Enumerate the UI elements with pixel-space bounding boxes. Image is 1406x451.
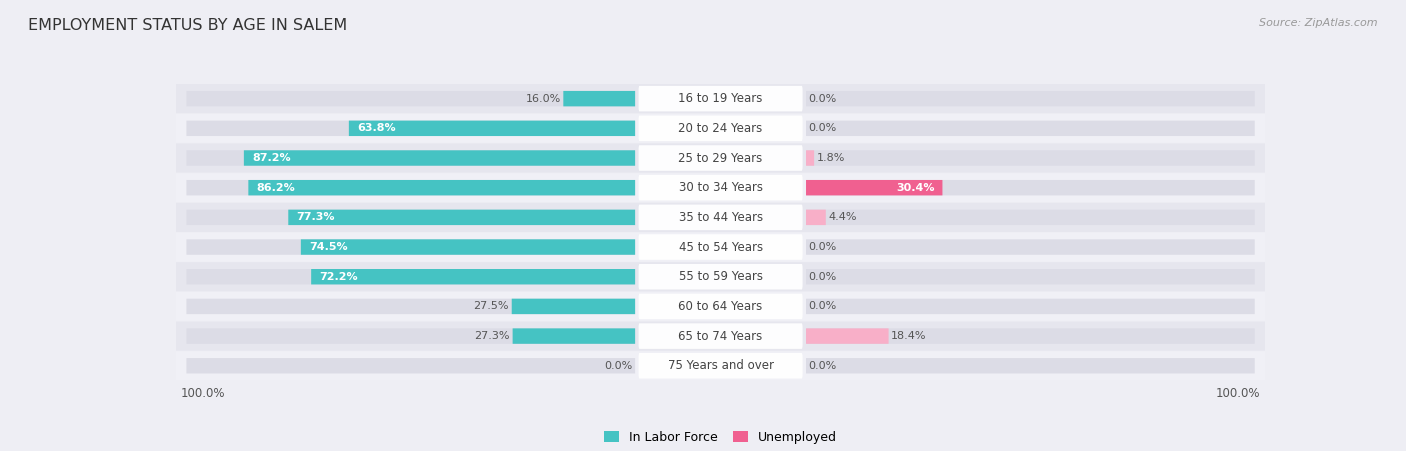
Text: 25 to 29 Years: 25 to 29 Years	[679, 152, 762, 165]
FancyBboxPatch shape	[176, 292, 1265, 321]
FancyBboxPatch shape	[806, 180, 942, 195]
FancyBboxPatch shape	[806, 328, 1254, 344]
FancyBboxPatch shape	[806, 210, 1254, 225]
Text: 65 to 74 Years: 65 to 74 Years	[679, 330, 762, 343]
FancyBboxPatch shape	[187, 120, 636, 136]
FancyBboxPatch shape	[638, 145, 803, 171]
FancyBboxPatch shape	[187, 91, 636, 106]
Text: 0.0%: 0.0%	[808, 94, 837, 104]
FancyBboxPatch shape	[176, 233, 1265, 262]
Text: 27.5%: 27.5%	[474, 301, 509, 311]
FancyBboxPatch shape	[806, 180, 1254, 195]
FancyBboxPatch shape	[806, 150, 1254, 166]
Text: 55 to 59 Years: 55 to 59 Years	[679, 270, 762, 283]
Text: 0.0%: 0.0%	[808, 361, 837, 371]
FancyBboxPatch shape	[513, 328, 636, 344]
FancyBboxPatch shape	[243, 150, 636, 166]
Text: 0.0%: 0.0%	[808, 242, 837, 252]
Text: 86.2%: 86.2%	[256, 183, 295, 193]
FancyBboxPatch shape	[638, 175, 803, 200]
FancyBboxPatch shape	[638, 86, 803, 111]
FancyBboxPatch shape	[187, 358, 636, 373]
FancyBboxPatch shape	[176, 262, 1265, 291]
FancyBboxPatch shape	[806, 210, 825, 225]
FancyBboxPatch shape	[806, 120, 1254, 136]
FancyBboxPatch shape	[806, 150, 814, 166]
Legend: In Labor Force, Unemployed: In Labor Force, Unemployed	[605, 431, 837, 444]
Text: 30 to 34 Years: 30 to 34 Years	[679, 181, 762, 194]
Text: 75 Years and over: 75 Years and over	[668, 359, 773, 372]
Text: 18.4%: 18.4%	[891, 331, 927, 341]
FancyBboxPatch shape	[176, 351, 1265, 380]
FancyBboxPatch shape	[806, 299, 1254, 314]
Text: 77.3%: 77.3%	[297, 212, 335, 222]
FancyBboxPatch shape	[187, 210, 636, 225]
Text: 63.8%: 63.8%	[357, 123, 395, 133]
Text: 45 to 54 Years: 45 to 54 Years	[679, 240, 762, 253]
FancyBboxPatch shape	[806, 239, 1254, 255]
Text: 27.3%: 27.3%	[474, 331, 510, 341]
FancyBboxPatch shape	[176, 203, 1265, 232]
Text: 0.0%: 0.0%	[808, 123, 837, 133]
FancyBboxPatch shape	[187, 269, 636, 285]
Text: 74.5%: 74.5%	[309, 242, 347, 252]
FancyBboxPatch shape	[249, 180, 636, 195]
FancyBboxPatch shape	[349, 120, 636, 136]
FancyBboxPatch shape	[806, 358, 1254, 373]
FancyBboxPatch shape	[311, 269, 636, 285]
FancyBboxPatch shape	[806, 91, 1254, 106]
Text: 20 to 24 Years: 20 to 24 Years	[679, 122, 762, 135]
FancyBboxPatch shape	[187, 299, 636, 314]
FancyBboxPatch shape	[187, 180, 636, 195]
FancyBboxPatch shape	[806, 269, 1254, 285]
FancyBboxPatch shape	[638, 264, 803, 290]
Text: 16 to 19 Years: 16 to 19 Years	[678, 92, 763, 105]
FancyBboxPatch shape	[638, 323, 803, 349]
FancyBboxPatch shape	[187, 239, 636, 255]
FancyBboxPatch shape	[176, 173, 1265, 202]
FancyBboxPatch shape	[806, 328, 889, 344]
Text: 100.0%: 100.0%	[181, 387, 225, 400]
Text: 72.2%: 72.2%	[319, 272, 357, 282]
Text: 4.4%: 4.4%	[828, 212, 856, 222]
FancyBboxPatch shape	[564, 91, 636, 106]
Text: 30.4%: 30.4%	[896, 183, 935, 193]
FancyBboxPatch shape	[512, 299, 636, 314]
Text: 60 to 64 Years: 60 to 64 Years	[679, 300, 762, 313]
FancyBboxPatch shape	[187, 150, 636, 166]
FancyBboxPatch shape	[638, 353, 803, 378]
FancyBboxPatch shape	[176, 114, 1265, 143]
Text: 35 to 44 Years: 35 to 44 Years	[679, 211, 762, 224]
FancyBboxPatch shape	[176, 84, 1265, 113]
Text: 0.0%: 0.0%	[808, 301, 837, 311]
Text: 0.0%: 0.0%	[605, 361, 633, 371]
FancyBboxPatch shape	[288, 210, 636, 225]
Text: 87.2%: 87.2%	[252, 153, 291, 163]
FancyBboxPatch shape	[638, 234, 803, 260]
FancyBboxPatch shape	[301, 239, 636, 255]
Text: 16.0%: 16.0%	[526, 94, 561, 104]
FancyBboxPatch shape	[176, 322, 1265, 350]
Text: 1.8%: 1.8%	[817, 153, 845, 163]
Text: 100.0%: 100.0%	[1216, 387, 1260, 400]
FancyBboxPatch shape	[638, 115, 803, 141]
FancyBboxPatch shape	[638, 205, 803, 230]
Text: 0.0%: 0.0%	[808, 272, 837, 282]
FancyBboxPatch shape	[638, 294, 803, 319]
Text: Source: ZipAtlas.com: Source: ZipAtlas.com	[1260, 18, 1378, 28]
FancyBboxPatch shape	[176, 143, 1265, 173]
Text: EMPLOYMENT STATUS BY AGE IN SALEM: EMPLOYMENT STATUS BY AGE IN SALEM	[28, 18, 347, 33]
FancyBboxPatch shape	[187, 328, 636, 344]
